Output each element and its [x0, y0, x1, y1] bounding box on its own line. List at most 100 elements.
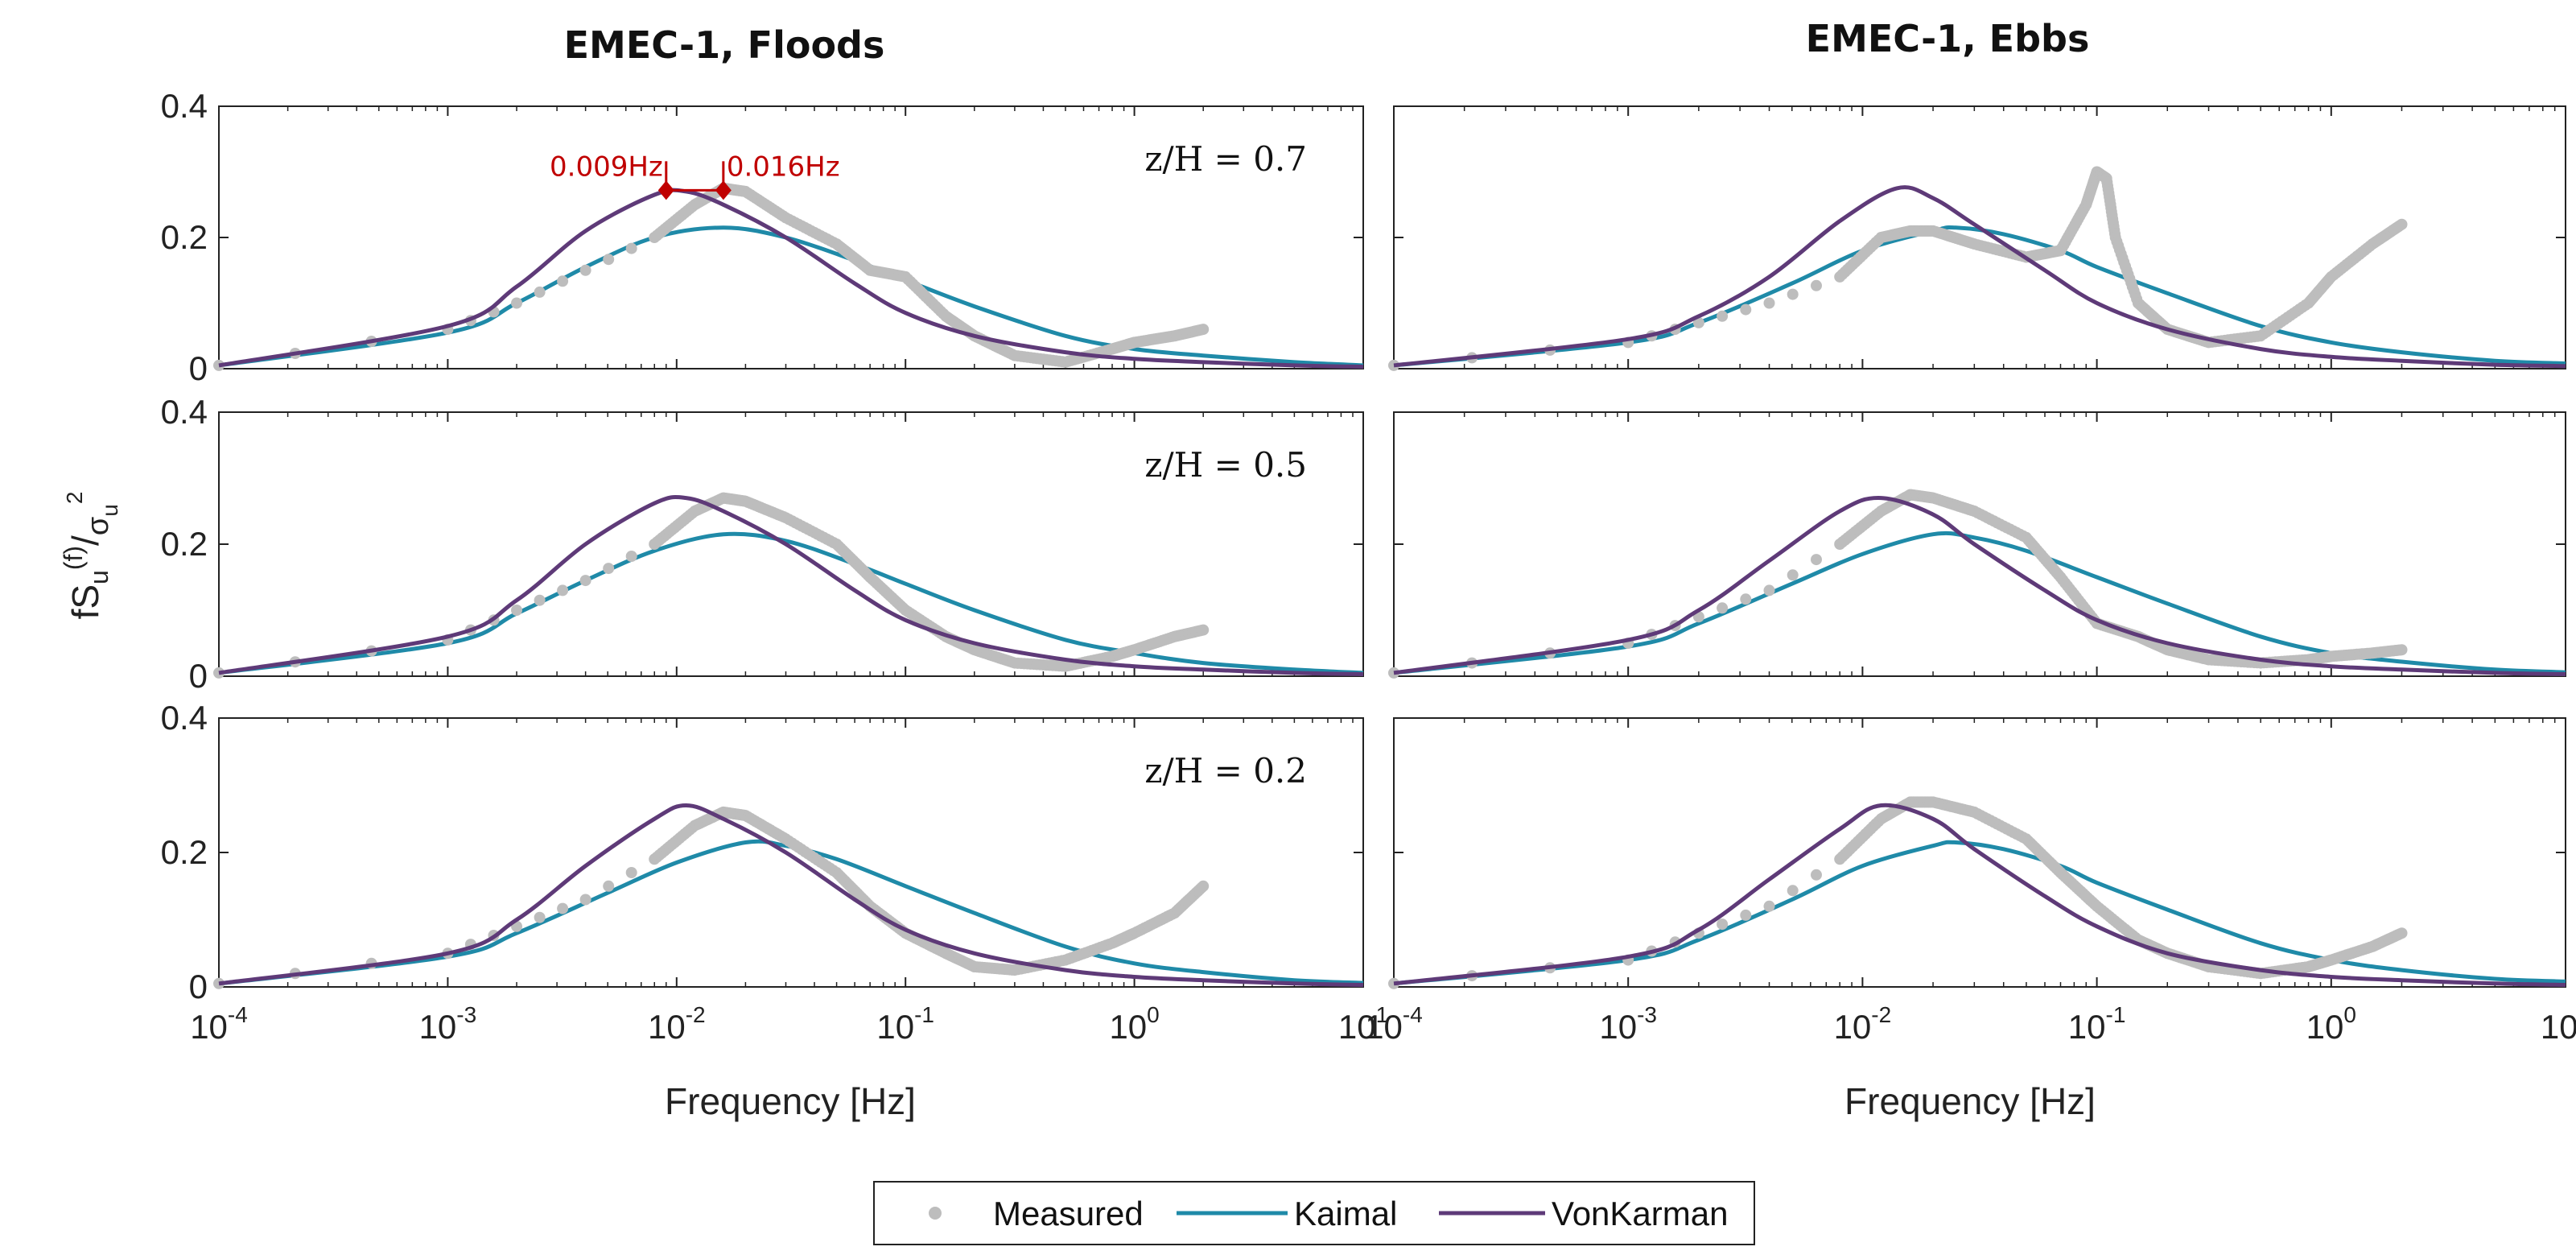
x-tick-exp: 0	[2343, 1002, 2356, 1027]
y-tick-label: 0.4	[161, 87, 208, 125]
x-tick-base: 10	[648, 1008, 686, 1046]
measured-point	[1717, 918, 1729, 931]
kaimal-line	[1393, 225, 2566, 368]
measured-point	[1740, 303, 1752, 316]
kaimal-line	[218, 839, 1364, 986]
x-tick-label: 10-3	[1599, 1002, 1657, 1046]
x-tick-exp: -4	[1403, 1002, 1423, 1027]
measured-point	[1787, 885, 1799, 897]
measured-point	[1740, 593, 1752, 605]
measured-point	[2396, 644, 2408, 656]
panel-label: z/H = 0.2	[1144, 751, 1307, 790]
legend-label-kaimal: Kaimal	[1294, 1195, 1397, 1232]
measured-point	[2396, 927, 2408, 939]
y-tick-label: 0.4	[161, 699, 208, 737]
measured-point	[1197, 324, 1210, 336]
ylabel-sub-sigma: u	[97, 504, 122, 517]
measured-point	[2396, 218, 2408, 230]
panel-ebbs-0.5	[1388, 411, 2566, 679]
ylabel-sub-u: u	[84, 570, 113, 584]
x-tick-exp: 1	[1376, 1002, 1389, 1027]
vonkarman-line	[218, 803, 1364, 987]
vonkarman-line	[1393, 496, 2566, 676]
panel-ebbs-0.7	[1388, 105, 2566, 371]
y-axis-label: fSu(f)/σu2	[59, 492, 122, 620]
measured-point	[1692, 316, 1704, 328]
y-tick-label: 0.2	[161, 525, 208, 563]
x-tick-label: 10-2	[648, 1002, 706, 1046]
ylabel-sup: 2	[62, 492, 87, 505]
panel-floods-0.5: 0 0.2 0.4 z/H = 0.5	[161, 393, 1364, 695]
x-tick-base: 10	[1109, 1008, 1147, 1046]
x-tick-base: 10	[190, 1008, 228, 1046]
panel-label: z/H = 0.7	[1144, 139, 1307, 179]
legend-label-vonkarman: VonKarman	[1552, 1195, 1728, 1232]
ylabel-main: fS	[64, 584, 106, 619]
measured-point	[511, 605, 522, 616]
legend-marker-measured	[929, 1207, 942, 1220]
x-tick-base: 10	[876, 1008, 914, 1046]
measured-point	[625, 242, 637, 254]
measured-point	[579, 264, 591, 276]
measured-point	[579, 894, 591, 906]
measured-point	[534, 594, 546, 606]
x-tick-exp: 0	[1147, 1002, 1160, 1027]
x-tick-base: 10	[2541, 1008, 2576, 1046]
annot-label-right: 0.016Hz	[727, 151, 840, 183]
x-tick-exp: -4	[228, 1002, 248, 1027]
x-tick-base: 10	[1599, 1008, 1637, 1046]
measured-point	[1811, 554, 1822, 566]
kaimal-line	[1393, 840, 2566, 986]
measured-point	[1787, 569, 1799, 581]
col-title-floods: EMEC-1, Floods	[564, 23, 885, 67]
measured-point	[625, 551, 637, 562]
x-tick-base: 10	[2306, 1008, 2344, 1046]
y-tick-label: 0	[189, 349, 208, 387]
ylabel-sigma: σ	[81, 517, 115, 535]
measured-point	[1763, 584, 1775, 596]
measured-point	[557, 902, 569, 914]
measured-point	[579, 575, 591, 587]
measured-point	[1717, 310, 1729, 322]
x-tick-exp: -3	[1637, 1002, 1657, 1027]
vonkarman-line	[218, 188, 1364, 369]
x-tick-label: 10-1	[876, 1002, 934, 1046]
kaimal-line	[218, 531, 1364, 675]
vonkarman-line	[1393, 803, 2566, 987]
vonkarman-line	[218, 494, 1364, 676]
x-tick-label: 101	[2541, 1002, 2576, 1046]
kaimal-line	[218, 225, 1364, 368]
x-tick-base: 10	[419, 1008, 457, 1046]
legend-label-measured: Measured	[993, 1195, 1144, 1232]
x-tick-base: 10	[1365, 1008, 1403, 1046]
x-tick-label: 100	[2306, 1002, 2356, 1046]
x-tick-label: 10-1	[2068, 1002, 2126, 1046]
measured-point	[1197, 624, 1210, 636]
y-tick-label: 0.2	[161, 218, 208, 256]
panel-floods-0.2: 00.20.410-4 10-3 10-2 10-1 100 101 z/H = 0.2	[161, 699, 1389, 1046]
col-title-ebbs: EMEC-1, Ebbs	[1806, 17, 2090, 60]
annot-marker-left	[657, 180, 674, 200]
frequency-annotation: 0.009Hz 0.016Hz	[550, 151, 840, 200]
measured-point	[1763, 900, 1775, 912]
y-tick-label: 0.2	[161, 833, 208, 871]
measured-point	[1740, 909, 1752, 921]
annot-marker-right	[715, 180, 732, 200]
x-tick-base: 10	[2068, 1008, 2106, 1046]
x-tick-label: 10-3	[419, 1002, 477, 1046]
y-tick-label: 0	[189, 657, 208, 695]
x-tick-label: 101	[1338, 1002, 1388, 1046]
x-tick-base: 10	[1834, 1008, 1872, 1046]
measured-point	[1197, 880, 1210, 892]
ylabel-paren: (f)	[59, 546, 88, 570]
x-tick-exp: -2	[1871, 1002, 1891, 1027]
x-tick-label: 10-4	[190, 1002, 248, 1046]
annot-label-left: 0.009Hz	[550, 151, 663, 183]
x-tick-exp: -1	[2106, 1002, 2126, 1027]
ylabel-slash: /	[64, 535, 106, 546]
x-tick-label: 100	[1109, 1002, 1159, 1046]
measured-point	[1787, 288, 1799, 300]
legend: Measured Kaimal VonKarman	[873, 1181, 1755, 1245]
measured-point	[1811, 279, 1822, 291]
